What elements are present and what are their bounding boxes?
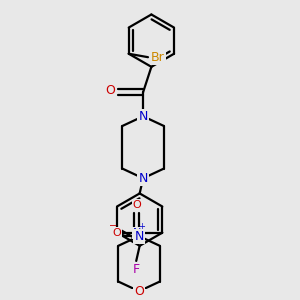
Text: O: O bbox=[134, 285, 144, 298]
Text: F: F bbox=[133, 263, 140, 276]
Text: N: N bbox=[138, 110, 148, 123]
Text: O: O bbox=[112, 228, 121, 238]
Text: −: − bbox=[109, 221, 117, 231]
Text: O: O bbox=[105, 84, 115, 97]
Text: O: O bbox=[133, 200, 141, 210]
Text: Br: Br bbox=[151, 51, 164, 64]
Text: +: + bbox=[139, 222, 145, 231]
Text: N: N bbox=[138, 172, 148, 185]
Text: N: N bbox=[134, 230, 144, 243]
Text: N: N bbox=[133, 228, 141, 238]
